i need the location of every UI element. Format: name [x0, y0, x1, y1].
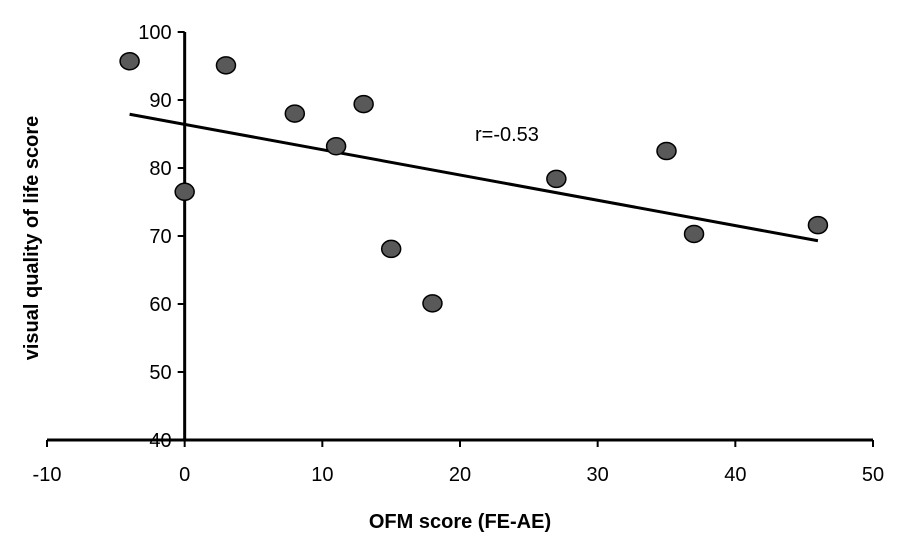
- data-point: [284, 104, 306, 123]
- y-tick-label: 100: [138, 22, 171, 44]
- x-tick-label: 50: [862, 464, 884, 486]
- data-point: [683, 224, 705, 244]
- y-tick-label: 80: [149, 158, 171, 180]
- data-point: [215, 56, 237, 75]
- x-tick-label: -10: [33, 464, 62, 486]
- x-tick-label: 0: [179, 464, 190, 486]
- x-tick-label: 10: [311, 464, 333, 486]
- y-tick-label: 40: [149, 430, 171, 452]
- trend-line: [129, 112, 819, 243]
- y-tick-label: 60: [149, 294, 171, 316]
- correlation-annotation: r=-0.53: [475, 124, 539, 146]
- data-point: [119, 51, 140, 71]
- data-point: [325, 136, 347, 156]
- y-tick-label: 70: [149, 226, 171, 248]
- y-axis-title: visual quality of life score: [21, 116, 43, 361]
- y-tick-label: 90: [149, 90, 171, 112]
- data-point: [807, 215, 829, 235]
- data-point: [656, 141, 677, 161]
- data-point: [353, 94, 374, 114]
- x-tick-label: 20: [449, 464, 471, 486]
- data-point: [174, 182, 195, 202]
- y-tick-label: 50: [149, 362, 171, 384]
- data-point: [422, 294, 443, 313]
- data-point: [546, 169, 567, 189]
- x-axis-title: OFM score (FE-AE): [369, 511, 551, 533]
- x-tick-label: 30: [587, 464, 609, 486]
- data-point: [380, 239, 402, 259]
- x-tick-label: 40: [724, 464, 746, 486]
